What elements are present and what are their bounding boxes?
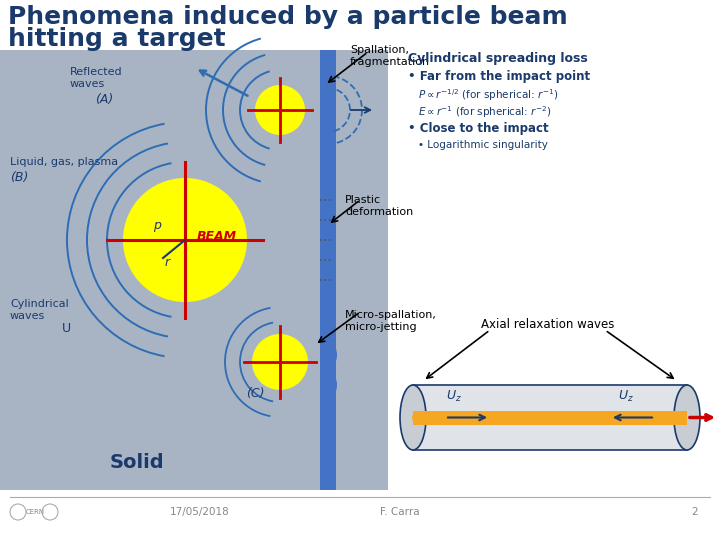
Circle shape bbox=[252, 334, 308, 390]
Text: $E \propto r^{-1}$ (for spherical: $r^{-2}$): $E \propto r^{-1}$ (for spherical: $r^{-… bbox=[418, 104, 552, 120]
Text: Spallation,
fragmentation: Spallation, fragmentation bbox=[350, 45, 430, 66]
Text: Liquid, gas, plasma: Liquid, gas, plasma bbox=[10, 157, 118, 167]
Text: $U_z$: $U_z$ bbox=[618, 388, 634, 403]
Text: Cylindrical
waves: Cylindrical waves bbox=[10, 299, 68, 321]
Text: Cylindrical spreading loss: Cylindrical spreading loss bbox=[408, 52, 588, 65]
Bar bbox=[413, 410, 687, 424]
Text: F. Carra: F. Carra bbox=[380, 507, 420, 517]
Text: Solid: Solid bbox=[110, 453, 165, 471]
Bar bbox=[0, 50, 388, 490]
Text: p: p bbox=[153, 219, 161, 233]
Text: Micro-spallation,
micro-jetting: Micro-spallation, micro-jetting bbox=[345, 310, 437, 332]
Text: 2: 2 bbox=[692, 507, 698, 517]
Text: (C): (C) bbox=[246, 387, 264, 400]
Text: U: U bbox=[62, 321, 71, 334]
Ellipse shape bbox=[400, 385, 426, 450]
Text: 17/05/2018: 17/05/2018 bbox=[170, 507, 230, 517]
Ellipse shape bbox=[674, 385, 700, 450]
Text: • Close to the impact: • Close to the impact bbox=[408, 122, 549, 135]
Text: Plastic
deformation: Plastic deformation bbox=[345, 195, 413, 217]
Text: Axial relaxation waves: Axial relaxation waves bbox=[481, 319, 615, 332]
Text: $P \propto r^{-1/2}$ (for spherical: $r^{-1}$): $P \propto r^{-1/2}$ (for spherical: $r^… bbox=[418, 87, 558, 103]
Text: • Logarithmic singularity: • Logarithmic singularity bbox=[418, 140, 548, 150]
Text: (A): (A) bbox=[95, 93, 113, 106]
Text: r: r bbox=[164, 255, 170, 268]
Text: (B): (B) bbox=[10, 172, 28, 185]
Text: Phenomena induced by a particle beam: Phenomena induced by a particle beam bbox=[8, 5, 568, 29]
Text: $U_z$: $U_z$ bbox=[446, 388, 462, 403]
Text: • Far from the impact point: • Far from the impact point bbox=[408, 70, 590, 83]
Text: Reflected
waves: Reflected waves bbox=[70, 67, 122, 89]
Text: hitting a target: hitting a target bbox=[8, 27, 225, 51]
Circle shape bbox=[412, 413, 422, 422]
Text: CERN: CERN bbox=[25, 509, 45, 515]
Circle shape bbox=[255, 85, 305, 135]
Bar bbox=[413, 385, 687, 450]
Bar bbox=[320, 50, 336, 490]
Text: BEAM: BEAM bbox=[197, 231, 237, 244]
Circle shape bbox=[123, 178, 247, 302]
